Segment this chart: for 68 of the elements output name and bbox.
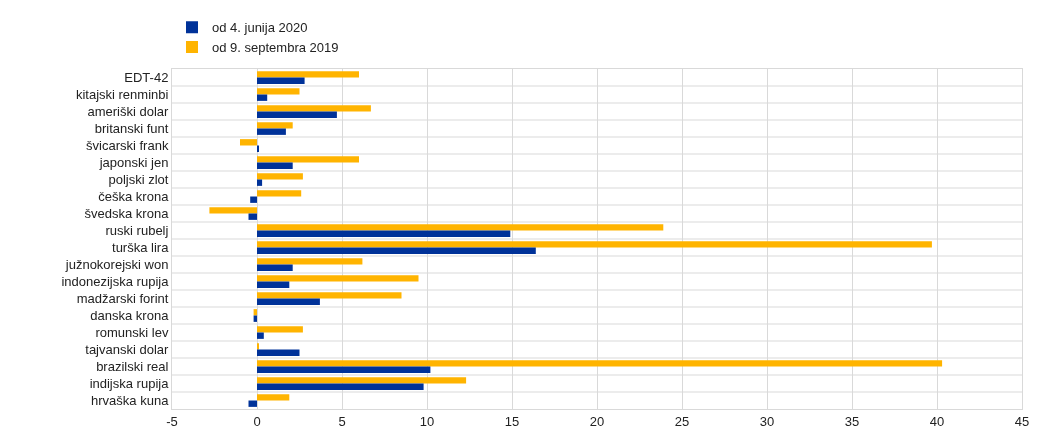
bar [257, 162, 293, 169]
bar [257, 298, 320, 305]
bar [257, 71, 359, 78]
x-tick-label: 35 [844, 413, 860, 429]
bar [257, 241, 932, 248]
y-tick-label: kitajski renminbi [75, 87, 169, 103]
bar [257, 224, 664, 231]
bar [257, 394, 290, 401]
bar [257, 377, 467, 384]
y-tick-label: švedska krona [84, 206, 170, 222]
bar [257, 247, 536, 254]
y-tick-label: indonezijska rupija [61, 274, 170, 290]
x-tick-label: 0 [253, 413, 261, 429]
bar [257, 264, 293, 271]
bar [257, 88, 300, 95]
bar [257, 94, 268, 101]
y-tick-label: EDT-42 [124, 70, 169, 86]
y-tick-label: danska krona [90, 308, 170, 324]
y-tick-label: indijska rupija [89, 376, 170, 392]
legend-label: od 4. junija 2020 [212, 20, 308, 36]
bar [257, 292, 402, 299]
bar [257, 366, 431, 373]
y-tick-label: poljski zlot [108, 172, 169, 188]
bar [240, 139, 257, 146]
y-tick-label: švicarski frank [86, 138, 169, 154]
bar [257, 128, 286, 135]
y-tick-label: ameriški dolar [87, 104, 170, 120]
x-tick-label: 20 [589, 413, 605, 429]
y-tick-label: britanski funt [94, 121, 169, 137]
bar [257, 111, 337, 118]
y-tick-label: češka krona [98, 189, 170, 205]
y-tick-label: ruski rubelj [105, 223, 169, 239]
y-tick-label: brazilski real [96, 359, 169, 375]
x-tick-label: 45 [1014, 413, 1030, 429]
bar [257, 122, 293, 129]
bar [257, 326, 303, 333]
y-tick-label: turška lira [112, 240, 170, 256]
bar [250, 196, 257, 203]
x-tick-label: -5 [166, 413, 178, 429]
bar [209, 207, 257, 214]
bar [257, 281, 290, 288]
bar [257, 275, 419, 282]
x-tick-label: 10 [419, 413, 435, 429]
bar [257, 156, 359, 163]
x-tick-label: 30 [759, 413, 775, 429]
y-tick-label: madžarski forint [76, 291, 169, 307]
x-tick-label: 40 [929, 413, 945, 429]
x-tick-label: 5 [338, 413, 346, 429]
y-tick-label: hrvaška kuna [91, 393, 170, 409]
x-tick-label: 25 [674, 413, 690, 429]
y-tick-label: japonski jen [98, 155, 169, 171]
bar [257, 230, 511, 237]
bar [257, 105, 371, 112]
bar [257, 173, 303, 180]
bar [253, 309, 257, 316]
bar [257, 190, 302, 197]
y-tick-label: južnokorejski won [64, 257, 169, 273]
x-tick-label: 15 [504, 413, 520, 429]
bar [257, 77, 305, 84]
legend-label: od 9. septembra 2019 [212, 40, 339, 56]
bar [257, 349, 300, 356]
bar [257, 360, 943, 367]
bar [257, 179, 263, 186]
bar [257, 258, 363, 265]
y-tick-label: tajvanski dolar [85, 342, 170, 358]
bar [257, 383, 424, 390]
y-tick-label: romunski lev [95, 325, 169, 341]
bar [257, 332, 264, 339]
